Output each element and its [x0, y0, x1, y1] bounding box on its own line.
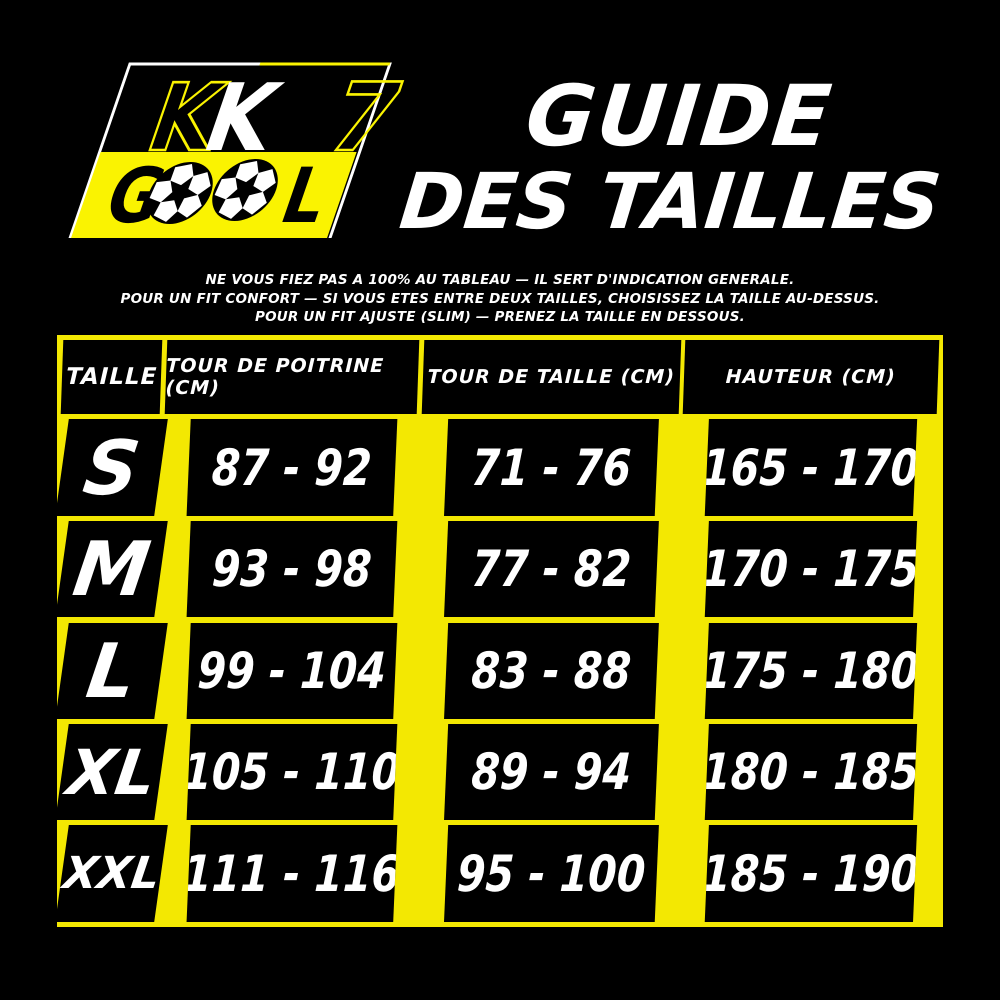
page-title-line2: DES TAILLES — [395, 158, 945, 247]
row-s-waist: 71 - 76 — [443, 419, 659, 517]
disclaimer-line1: NE VOUS FIEZ PAS A 100% AU TABLEAU — IL … — [205, 272, 795, 288]
row-l-height: 175 - 180 — [705, 622, 918, 719]
col-header-hauteur: HAUTEUR (CM) — [683, 340, 940, 415]
disclaimer-line2: POUR UN FIT CONFORT — SI VOUS ETES ENTRE… — [120, 290, 880, 307]
row-xl-height: 180 - 185 — [705, 723, 918, 820]
row-l-size: L — [55, 622, 169, 719]
row-xl-size: XL — [55, 723, 169, 820]
row-m-size: M — [55, 521, 169, 618]
size-table: TAILLE TOUR DE POITRINE (CM) TOUR DE TAI… — [55, 335, 943, 927]
row-xxl-size: XXL — [55, 824, 169, 922]
row-xxl-height: 185 - 190 — [705, 824, 918, 922]
row-s-size: S — [55, 419, 169, 517]
row-xxl-waist: 95 - 100 — [443, 824, 659, 922]
row-l-chest: 99 - 104 — [186, 622, 398, 719]
col-header-poitrine: TOUR DE POITRINE (CM) — [165, 340, 420, 415]
page-title: GUIDE DES TAILLES — [386, 67, 964, 247]
disclaimer-text: NE VOUS FIEZ PAS A 100% AU TABLEAU — IL … — [0, 271, 1000, 327]
row-m-chest: 93 - 98 — [186, 521, 398, 618]
row-xl-waist: 89 - 94 — [443, 723, 659, 820]
row-s-chest: 87 - 92 — [186, 419, 398, 517]
page-title-line1: GUIDE — [521, 67, 838, 165]
row-xl-chest: 105 - 110 — [186, 723, 398, 820]
col-header-tour-taille: TOUR DE TAILLE (CM) — [421, 340, 681, 415]
brand-logo: K K 7 G L — [68, 61, 418, 240]
col-header-taille: TAILLE — [60, 340, 163, 415]
row-l-waist: 83 - 88 — [443, 622, 659, 719]
row-xxl-chest: 111 - 116 — [186, 824, 398, 922]
row-s-height: 165 - 170 — [705, 419, 918, 517]
row-m-height: 170 - 175 — [705, 521, 918, 618]
disclaimer-line3: POUR UN FIT AJUSTE (SLIM) — PRENEZ LA TA… — [255, 309, 745, 325]
row-m-waist: 77 - 82 — [443, 521, 659, 618]
